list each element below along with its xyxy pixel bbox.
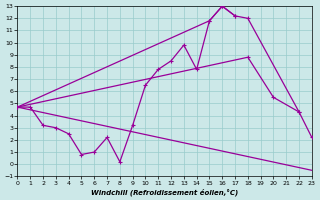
X-axis label: Windchill (Refroidissement éolien,°C): Windchill (Refroidissement éolien,°C) xyxy=(91,188,238,196)
